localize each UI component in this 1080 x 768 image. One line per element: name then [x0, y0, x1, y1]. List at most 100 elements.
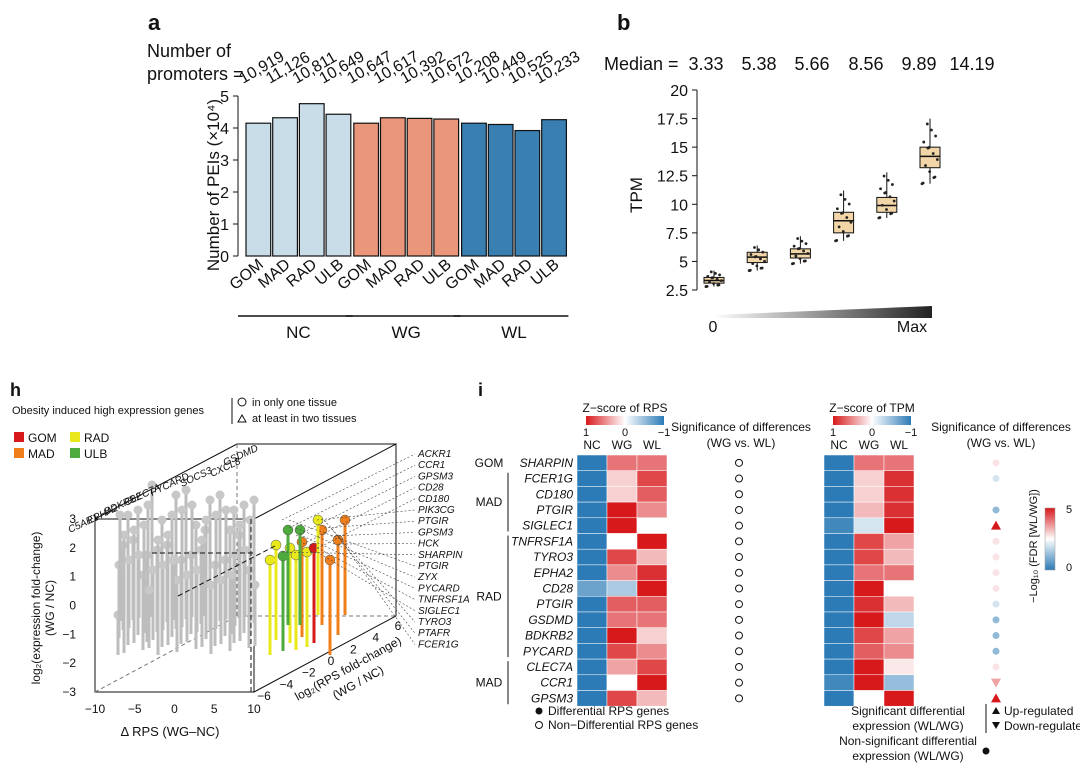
leader-line	[323, 519, 416, 623]
box-point	[884, 191, 888, 194]
bar	[245, 122, 272, 257]
rps-heatmap	[576, 454, 668, 707]
stem-gray-head	[197, 535, 207, 545]
bar	[325, 113, 352, 257]
box-point	[878, 216, 882, 219]
bar-y-tick: 4	[220, 121, 229, 138]
rps-cell	[636, 674, 668, 691]
stem-gray-head	[225, 525, 235, 535]
stem-gray-head	[153, 535, 163, 545]
rps-cell	[606, 580, 638, 597]
box-y-tick: 7.5	[666, 226, 688, 243]
box-point	[885, 208, 888, 211]
gene-label: CD28	[542, 581, 573, 595]
box-point	[935, 158, 939, 161]
stem-gray-head	[167, 510, 177, 520]
rps-cell	[606, 627, 638, 644]
right-gene-label: PTGIR	[418, 561, 449, 572]
median-value: 9.89	[901, 54, 936, 74]
panel-b: b Median = 3.33 5.38 5.66 8.56 9.89 14.19 2.5…	[604, 10, 995, 336]
panel-a: a Number of promoters = 10,91911,12610,8…	[147, 10, 583, 342]
z-scale-tick: 0	[869, 427, 875, 439]
box-point	[794, 254, 798, 258]
rps-cell	[636, 501, 668, 519]
bar-y-tick: 3	[220, 153, 229, 170]
box-point	[792, 262, 795, 265]
group-label: MAD	[476, 676, 503, 690]
z-scale-tick: 0	[622, 427, 628, 439]
box-point	[759, 257, 762, 261]
stem-gray-head	[147, 480, 157, 490]
box-point	[806, 252, 810, 255]
legend-down: Down-regulated	[1004, 719, 1080, 733]
gene-leader-lines	[281, 453, 416, 645]
tissue-name: MAD	[28, 447, 55, 461]
bars	[245, 103, 568, 257]
stem-colored-head	[264, 554, 276, 566]
tpm-cell	[823, 564, 855, 581]
z-scale-tick: 1	[583, 427, 589, 439]
gradient-wedge	[713, 306, 932, 318]
box-point	[755, 264, 759, 268]
rps-cell	[606, 674, 638, 691]
tpm-sig-title-line2: (WG vs. WL)	[967, 436, 1036, 450]
gradient-start-label: 0	[709, 319, 718, 336]
box-point	[891, 183, 894, 186]
tpm-sig-dot	[992, 584, 1000, 592]
tpm-cell	[853, 548, 885, 566]
stem-gray-head	[226, 570, 236, 580]
rps-cell	[606, 486, 638, 503]
heatmap-col-label: NC	[830, 438, 848, 452]
legend-diff: Differential RPS genes	[548, 704, 669, 718]
tpm-cell	[883, 690, 915, 707]
right-gene-label: GPSM3	[418, 471, 453, 482]
box-point	[835, 238, 839, 242]
panel-i: i Z−score of RPS 1 0 −1 Z−score of TPM 1 0 −…	[475, 380, 1080, 763]
box-y-tick: 5	[679, 254, 688, 271]
stem-gray-head	[134, 550, 144, 560]
stem-gray-head	[211, 510, 221, 520]
right-gene-label: PTAFR	[418, 628, 450, 639]
panel-h-label: h	[10, 380, 21, 400]
h-x-tick: 0	[171, 702, 178, 716]
box-point	[933, 175, 937, 179]
median-value: 5.66	[794, 54, 829, 74]
box-point	[757, 248, 761, 252]
rps-sig-circle	[735, 553, 743, 562]
rps-cell	[636, 548, 668, 566]
rps-cell	[606, 596, 638, 613]
box-point	[921, 181, 925, 185]
rps-sig-circle	[735, 537, 743, 546]
right-gene-label: SIGLEC1	[418, 606, 460, 617]
rps-cell	[636, 564, 668, 581]
z-ref-line	[177, 545, 276, 597]
legend-diff-dot-icon	[535, 707, 543, 715]
box-y-tick: 10	[670, 197, 688, 214]
tpm-heatmap	[823, 454, 915, 707]
rps-cell	[636, 611, 668, 628]
h-x-tick: −5	[128, 702, 142, 716]
box-point	[796, 237, 800, 240]
tpm-cell	[853, 643, 885, 660]
stem-colored-head	[339, 514, 351, 526]
tpm-cell	[823, 470, 855, 487]
gene-label: BDKRB2	[525, 629, 573, 643]
box-point	[927, 146, 931, 149]
box-point	[841, 230, 845, 233]
stem-colored-head	[282, 524, 294, 536]
stem-gray-head	[182, 570, 192, 580]
h-z-axis: −6 −4 −2 0 2 4 6	[257, 619, 402, 703]
tpm-cell	[823, 658, 855, 676]
box-point	[711, 276, 715, 280]
leader-line	[295, 476, 416, 537]
right-gene-label: FCER1G	[418, 639, 459, 650]
box-y-axis-label: TPM	[627, 177, 646, 213]
tpm-cell	[853, 533, 885, 550]
box-point	[705, 285, 709, 288]
h-y-tick: −2	[62, 656, 76, 670]
tpm-cell	[823, 533, 855, 550]
bar-group-label: NC	[286, 323, 311, 342]
tpm-cell	[883, 517, 915, 534]
h-x-axis: −10 −5 0 5 10	[85, 702, 261, 716]
bar	[406, 117, 433, 257]
